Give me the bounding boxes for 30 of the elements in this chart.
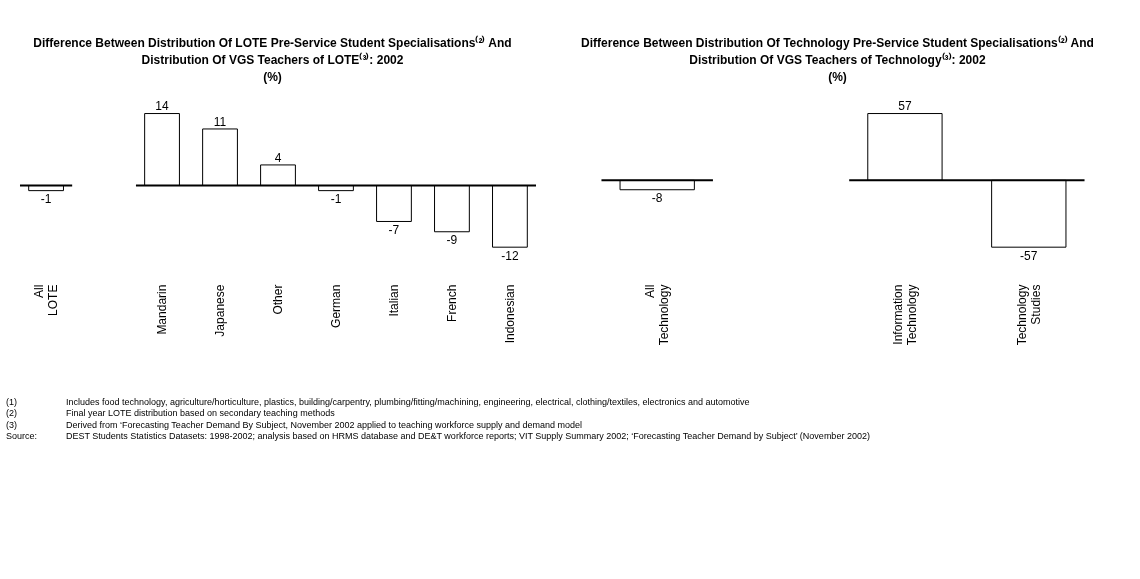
x-tick-label: Indonesian — [502, 284, 517, 344]
x-tick-label: Mandarin — [155, 284, 170, 335]
x-tick-label: German — [328, 284, 343, 328]
x-tick-label: Information Technology — [890, 284, 919, 346]
x-tick-label: Other — [271, 284, 285, 315]
x-tick-label: Japanese — [213, 284, 228, 337]
data-label: -7 — [388, 222, 400, 237]
x-tick-label: Italian — [386, 284, 401, 317]
data-label: -1 — [40, 191, 52, 206]
chart-title: Difference Between Distribution Of Technology Pre-Service Student Specialisations⁽²⁾ And Distribution Of VGS Teachers of Technology⁽³⁾: 2002 — [581, 36, 1094, 68]
text: (3) Derived from ‘Forecasting Teacher Demand By Subject, November 2002 applied to teaching workforce supply and demand model — [6, 419, 583, 430]
chart-subtitle: (%) — [828, 70, 847, 85]
data-label: -1 — [330, 191, 342, 206]
x-tick-label: Technology Studies — [1014, 284, 1043, 346]
data-label: 11 — [213, 114, 227, 129]
data-label: 57 — [898, 99, 912, 114]
x-tick-label: All LOTE — [32, 284, 61, 316]
x-tick-label: All Technology — [643, 284, 672, 346]
data-label: -57 — [1020, 248, 1038, 263]
x-tick-label: French — [444, 284, 459, 322]
data-label: 4 — [274, 150, 282, 165]
data-label: -12 — [501, 248, 519, 263]
data-label: -8 — [651, 191, 663, 206]
data-label: -9 — [446, 233, 458, 248]
chart-title: Difference Between Distribution Of LOTE Pre-Service Student Specialisations⁽²⁾ And Distribution Of VGS Teachers of LOTE⁽³⁾: 2002 — [33, 36, 512, 68]
text: (1) Includes food technology, agriculture/horticulture, plastics, building/carpentry, plumbing/fitting/machining, engineering, electrical, clothing/textiles, electronics and automotive — [6, 397, 750, 407]
data-label: 14 — [155, 99, 170, 114]
chart-subtitle: (%) — [263, 70, 282, 85]
text: (2) Final year LOTE distribution based on secondary teaching methods — [6, 408, 335, 419]
text: Source: DEST Students Statistics Datasets: 1998-2002; analysis based on HRMS database and DE&T workforce reports; VIT Supply Summary 2002; ‘Forecasting Teacher Demand by Subject’ (November 2002) — [6, 431, 870, 442]
